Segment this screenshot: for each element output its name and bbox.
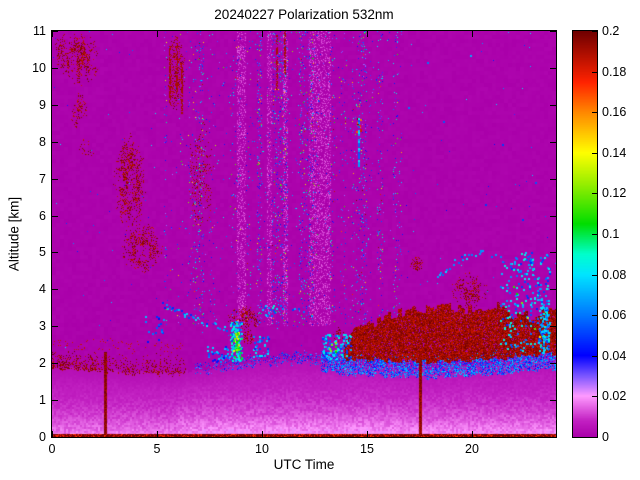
y-tick-mark <box>52 179 58 180</box>
colorbar-tick-mark <box>592 153 597 154</box>
colorbar-tick-label: 0.12 <box>602 186 627 200</box>
y-tick-mark <box>550 142 556 143</box>
colorbar-tick-mark <box>592 72 597 73</box>
x-tick-label: 10 <box>255 442 269 456</box>
colorbar-tick-label: 0.14 <box>602 146 627 160</box>
x-tick-label: 20 <box>465 442 479 456</box>
y-tick-mark <box>550 326 556 327</box>
y-axis-label: Altitude [km] <box>6 196 22 272</box>
colorbar-tick-label: 0.08 <box>602 268 627 282</box>
colorbar-tick-mark <box>592 396 597 397</box>
y-tick-mark <box>550 252 556 253</box>
x-tick-label: 5 <box>153 442 161 456</box>
colorbar-tick-mark <box>592 193 597 194</box>
y-tick-label: 5 <box>39 245 46 259</box>
y-tick-mark <box>52 363 58 364</box>
colorbar-tick-label: 0 <box>602 430 609 444</box>
y-tick-label: 2 <box>39 356 46 370</box>
y-tick-mark <box>550 105 556 106</box>
x-tick-mark <box>52 431 53 437</box>
colorbar-tick-mark <box>592 437 597 438</box>
colorbar-tick-label: 0.2 <box>602 24 620 38</box>
y-tick-label: 9 <box>39 98 46 112</box>
y-tick-mark <box>52 437 58 438</box>
y-tick-label: 11 <box>33 24 46 38</box>
y-tick-label: 4 <box>39 282 46 296</box>
x-tick-label: 0 <box>48 442 56 456</box>
y-tick-mark <box>52 400 58 401</box>
x-tick-label: 15 <box>360 442 374 456</box>
y-tick-mark <box>550 179 556 180</box>
y-tick-mark <box>52 216 58 217</box>
x-tick-mark <box>472 31 473 37</box>
y-tick-mark <box>52 105 58 106</box>
colorbar-tick-mark <box>592 31 597 32</box>
colorbar-tick-mark <box>592 234 597 235</box>
y-tick-mark <box>550 31 556 32</box>
colorbar-tick-label: 0.18 <box>602 65 627 79</box>
plot-area <box>51 30 557 438</box>
y-tick-mark <box>52 289 58 290</box>
y-tick-label: 0 <box>39 430 46 444</box>
colorbar-tick-mark <box>592 356 597 357</box>
chart-title: 20240227 Polarization 532nm <box>214 7 394 22</box>
x-tick-mark <box>472 431 473 437</box>
y-tick-mark <box>550 400 556 401</box>
colorbar-tick-mark <box>592 112 597 113</box>
y-tick-mark <box>550 68 556 69</box>
colorbar-tick-label: 0.04 <box>602 349 627 363</box>
x-tick-mark <box>262 31 263 37</box>
y-tick-mark <box>52 68 58 69</box>
x-axis-label: UTC Time <box>273 457 335 472</box>
y-tick-mark <box>550 437 556 438</box>
x-tick-mark <box>52 31 53 37</box>
y-tick-label: 8 <box>39 135 46 149</box>
y-tick-mark <box>550 216 556 217</box>
y-tick-mark <box>550 363 556 364</box>
y-tick-mark <box>52 252 58 253</box>
y-tick-mark <box>550 289 556 290</box>
x-tick-mark <box>367 431 368 437</box>
y-tick-mark <box>52 142 58 143</box>
y-tick-mark <box>52 326 58 327</box>
colorbar-tick-mark <box>592 275 597 276</box>
heatmap-canvas <box>52 31 556 437</box>
y-tick-label: 7 <box>39 172 46 186</box>
x-tick-mark <box>157 431 158 437</box>
colorbar-tick-label: 0.1 <box>602 227 620 241</box>
y-tick-label: 10 <box>32 61 46 75</box>
colorbar-tick-label: 0.06 <box>602 308 627 322</box>
colorbar-tick-label: 0.02 <box>602 389 627 403</box>
x-tick-mark <box>262 431 263 437</box>
y-tick-label: 6 <box>39 209 46 223</box>
y-tick-mark <box>52 31 58 32</box>
x-tick-mark <box>157 31 158 37</box>
colorbar-tick-mark <box>592 315 597 316</box>
x-tick-mark <box>367 31 368 37</box>
y-tick-label: 1 <box>39 393 46 407</box>
y-tick-label: 3 <box>39 319 46 333</box>
colorbar-tick-label: 0.16 <box>602 105 627 119</box>
